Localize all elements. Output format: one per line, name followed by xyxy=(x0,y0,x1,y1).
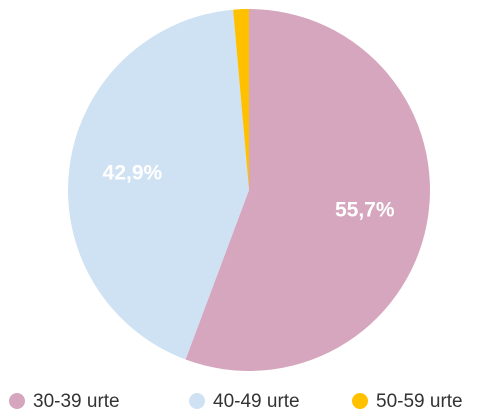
legend-label: 30-39 urte xyxy=(33,391,120,412)
pie-slice xyxy=(185,9,430,371)
legend-label: 50-59 urte xyxy=(376,391,463,412)
legend-swatch xyxy=(189,393,205,409)
slice-label: 55,7% xyxy=(335,199,395,222)
legend-label: 40-49 urte xyxy=(213,391,300,412)
pie-slice xyxy=(67,9,249,360)
pie-slice xyxy=(233,9,249,190)
legend-swatch xyxy=(352,393,368,409)
slice-label: 42,9% xyxy=(103,162,163,185)
legend-swatch xyxy=(9,393,25,409)
